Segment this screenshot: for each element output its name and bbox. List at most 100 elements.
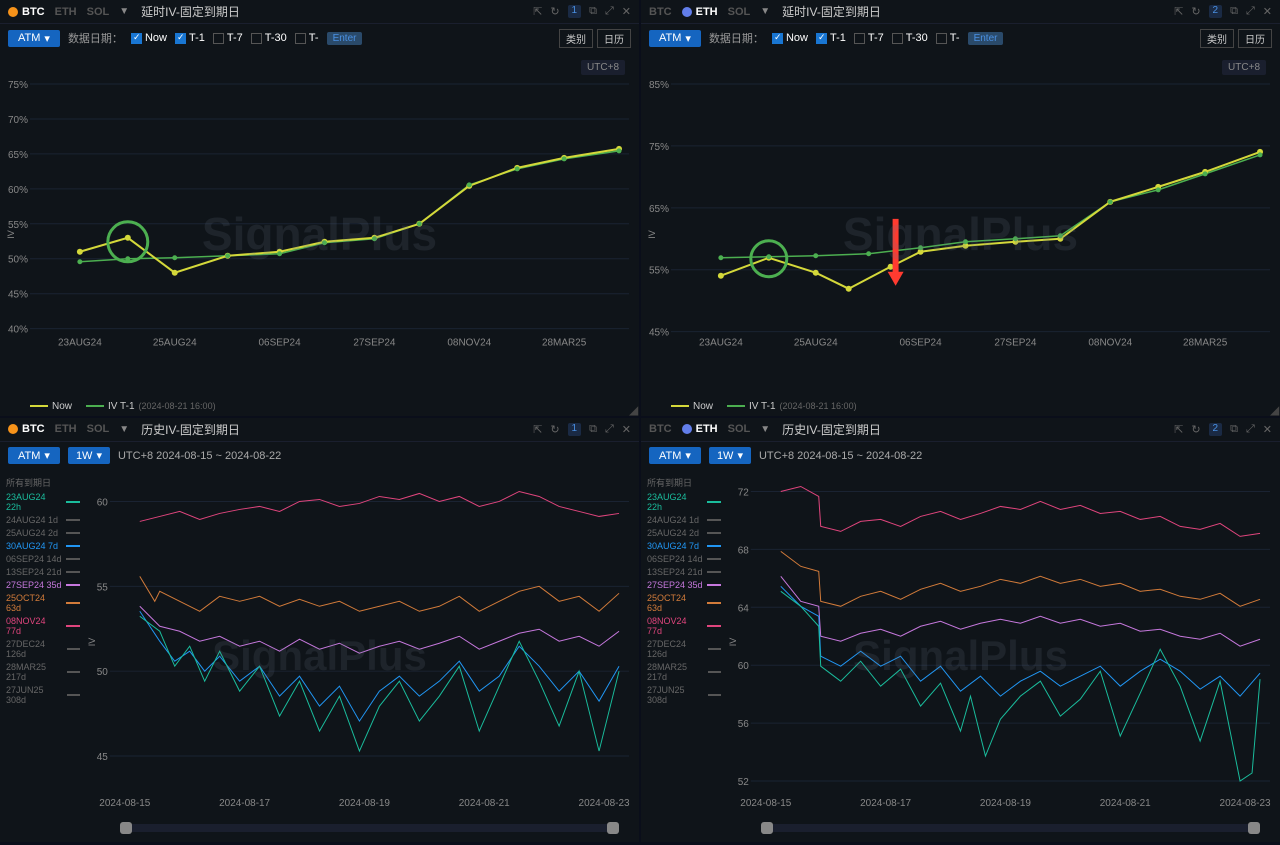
legend-item[interactable]: 08NOV24 77d (6, 616, 80, 636)
legend-item[interactable]: 24AUG24 1d (6, 515, 80, 525)
atm-dropdown[interactable]: ATM▾ (649, 447, 701, 464)
tab-sol[interactable]: SOL (87, 6, 110, 18)
enter-button[interactable]: Enter (327, 32, 363, 45)
popout-icon[interactable]: ⇱ (1174, 423, 1183, 436)
legend-item[interactable]: 13SEP24 21d (647, 567, 721, 577)
popout-icon[interactable]: ⇱ (1174, 5, 1183, 18)
legend-item[interactable]: 30AUG24 7d (6, 541, 80, 551)
refresh-icon[interactable]: ↻ (1191, 423, 1200, 436)
count-badge[interactable]: 1 (568, 5, 582, 18)
1w-dropdown[interactable]: 1W▾ (68, 447, 110, 464)
checkbox-t7[interactable]: T-7 (213, 32, 243, 44)
legend-item[interactable]: 27JUN25 308d (6, 685, 80, 705)
popout-icon[interactable]: ⇱ (533, 5, 542, 18)
chevron-down-icon[interactable]: ▼ (119, 424, 129, 435)
legend-item[interactable]: 27SEP24 35d (647, 580, 721, 590)
chevron-down-icon[interactable]: ▼ (119, 6, 129, 17)
calendar-button[interactable]: 日历 (597, 29, 631, 48)
time-scrollbar[interactable] (120, 824, 619, 832)
legend-item[interactable]: 13SEP24 21d (6, 567, 80, 577)
popout-icon[interactable]: ⇱ (533, 423, 542, 436)
panel-header: BTC ETH SOL ▼ 历史IV-固定到期日 ⇱ ↻ 2 ⧉ ⤢ ✕ (641, 418, 1280, 442)
copy-icon[interactable]: ⧉ (1230, 5, 1238, 18)
panel-header: BTC ETH SOL ▼ 延时IV-固定到期日 ⇱ ↻ 1 ⧉ ⤢ ✕ (0, 0, 639, 24)
refresh-icon[interactable]: ↻ (1191, 5, 1200, 18)
tab-sol[interactable]: SOL (728, 6, 751, 18)
category-button[interactable]: 类别 (1200, 29, 1234, 48)
tab-sol[interactable]: SOL (728, 423, 751, 435)
expand-icon[interactable]: ⤢ (1246, 423, 1255, 436)
checkbox-now[interactable]: Now (772, 32, 808, 44)
close-icon[interactable]: ✕ (622, 423, 631, 436)
legend-item[interactable]: 27JUN25 308d (647, 685, 721, 705)
checkbox-t1[interactable]: T-1 (816, 32, 846, 44)
tab-btc[interactable]: BTC (8, 6, 45, 18)
legend-item[interactable]: 25OCT24 63d (647, 593, 721, 613)
legend-item[interactable]: 25AUG24 2d (647, 528, 721, 538)
expand-icon[interactable]: ⤢ (605, 5, 614, 18)
resize-handle[interactable]: ◢ (1270, 406, 1278, 414)
toolbar: ATM▾ 1W▾ UTC+8 2024-08-15 ~ 2024-08-22 (0, 442, 639, 470)
legend-item[interactable]: 27DEC24 126d (647, 639, 721, 659)
chevron-down-icon[interactable]: ▼ (760, 424, 770, 435)
checkbox-t-custom[interactable]: T- (295, 32, 319, 44)
copy-icon[interactable]: ⧉ (589, 5, 597, 18)
svg-text:60%: 60% (8, 185, 28, 196)
svg-text:08NOV24: 08NOV24 (1088, 338, 1132, 349)
atm-dropdown[interactable]: ATM▾ (8, 447, 60, 464)
checkbox-t7[interactable]: T-7 (854, 32, 884, 44)
legend-item[interactable]: 08NOV24 77d (647, 616, 721, 636)
close-icon[interactable]: ✕ (1263, 423, 1272, 436)
legend-item[interactable]: 25AUG24 2d (6, 528, 80, 538)
expand-icon[interactable]: ⤢ (605, 423, 614, 436)
legend-item[interactable]: 27DEC24 126d (6, 639, 80, 659)
legend-item[interactable]: 06SEP24 14d (6, 554, 80, 564)
checkbox-t1[interactable]: T-1 (175, 32, 205, 44)
svg-text:65%: 65% (8, 150, 28, 161)
tab-btc[interactable]: BTC (649, 423, 672, 435)
enter-button[interactable]: Enter (968, 32, 1004, 45)
calendar-button[interactable]: 日历 (1238, 29, 1272, 48)
checkbox-t30[interactable]: T-30 (251, 32, 287, 44)
checkbox-now[interactable]: Now (131, 32, 167, 44)
legend-item[interactable]: 23AUG24 22h (647, 492, 721, 512)
tab-eth[interactable]: ETH (55, 423, 77, 435)
legend-item[interactable]: 06SEP24 14d (647, 554, 721, 564)
chevron-down-icon[interactable]: ▼ (760, 6, 770, 17)
legend-item[interactable]: 27SEP24 35d (6, 580, 80, 590)
count-badge[interactable]: 1 (568, 423, 582, 436)
tab-btc[interactable]: BTC (649, 6, 672, 18)
close-icon[interactable]: ✕ (1263, 5, 1272, 18)
copy-icon[interactable]: ⧉ (589, 423, 597, 436)
expand-icon[interactable]: ⤢ (1246, 5, 1255, 18)
1w-dropdown[interactable]: 1W▾ (709, 447, 751, 464)
tab-sol[interactable]: SOL (87, 423, 110, 435)
legend-item[interactable]: 30AUG24 7d (647, 541, 721, 551)
checkbox-t30[interactable]: T-30 (892, 32, 928, 44)
refresh-icon[interactable]: ↻ (550, 423, 559, 436)
count-badge[interactable]: 2 (1209, 423, 1223, 436)
legend-item[interactable]: 25OCT24 63d (6, 593, 80, 613)
tab-btc[interactable]: BTC (8, 423, 45, 435)
legend-item[interactable]: 28MAR25 217d (6, 662, 80, 682)
legend-item[interactable]: 24AUG24 1d (647, 515, 721, 525)
copy-icon[interactable]: ⧉ (1230, 423, 1238, 436)
svg-text:2024-08-19: 2024-08-19 (339, 798, 390, 809)
category-button[interactable]: 类别 (559, 29, 593, 48)
tab-eth[interactable]: ETH (682, 423, 718, 435)
svg-text:2024-08-15: 2024-08-15 (740, 798, 791, 809)
close-icon[interactable]: ✕ (622, 5, 631, 18)
atm-dropdown[interactable]: ATM▾ (649, 30, 701, 47)
svg-text:2024-08-23: 2024-08-23 (579, 798, 630, 809)
legend-item[interactable]: 28MAR25 217d (647, 662, 721, 682)
tab-eth[interactable]: ETH (682, 6, 718, 18)
checkbox-t-custom[interactable]: T- (936, 32, 960, 44)
refresh-icon[interactable]: ↻ (550, 5, 559, 18)
resize-handle[interactable]: ◢ (629, 406, 637, 414)
time-scrollbar[interactable] (761, 824, 1260, 832)
count-badge[interactable]: 2 (1209, 5, 1223, 18)
atm-dropdown[interactable]: ATM▾ (8, 30, 60, 47)
panel-btc-delayed-iv: BTC ETH SOL ▼ 延时IV-固定到期日 ⇱ ↻ 1 ⧉ ⤢ ✕ ATM… (0, 0, 639, 416)
tab-eth[interactable]: ETH (55, 6, 77, 18)
legend-item[interactable]: 23AUG24 22h (6, 492, 80, 512)
